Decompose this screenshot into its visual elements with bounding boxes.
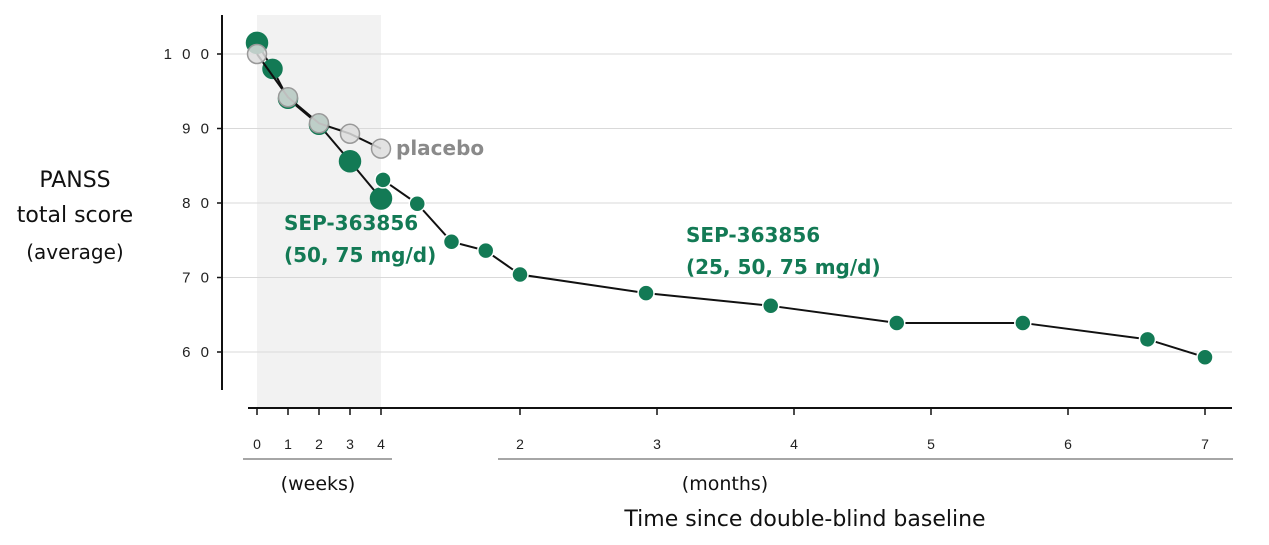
series-label-treatment-weeks-line-2: (50, 75 mg/d)	[284, 243, 436, 267]
data-point-treatment-weeks-4	[338, 150, 362, 173]
data-point-treatment-months-3	[477, 241, 495, 260]
y-tick-label-90: 9 0	[182, 121, 212, 138]
data-point-treatment-months-9	[1138, 330, 1157, 349]
data-point-placebo-2	[308, 113, 330, 134]
y-tick-label-70: 7 0	[182, 270, 212, 287]
data-point-treatment-months-6	[761, 297, 780, 315]
data-point-treatment-months-0	[374, 171, 392, 189]
data-point-treatment-weeks-1	[262, 58, 283, 80]
weeks-segment-label: (weeks)	[281, 473, 356, 495]
y-tick-label-100: 1 0 0	[164, 46, 212, 63]
series-label-treatment-months-line-1: SEP-363856	[686, 223, 820, 247]
data-point-treatment-months-8	[1014, 314, 1032, 332]
series-layer	[245, 31, 1214, 366]
y-axis-label-line-3: (average)	[26, 240, 124, 264]
data-point-treatment-months-4	[511, 265, 529, 284]
x-tick-label-months-6: 6	[1064, 436, 1072, 452]
y-tick-label-80: 8 0	[182, 195, 212, 212]
data-point-placebo-1	[277, 86, 299, 108]
data-point-treatment-months-7	[888, 314, 906, 332]
data-point-treatment-months-5	[637, 284, 655, 302]
data-point-placebo-0	[246, 43, 268, 65]
x-tick-label-months-4: 4	[790, 436, 798, 452]
series-label-treatment-weeks-line-1: SEP-363856	[284, 211, 418, 235]
axes: 1 0 0 9 0 8 0 7 0 6 0 0 1 2 3 4 (weeks) 2 3 4 5 6 7 (mont…	[164, 15, 1233, 532]
months-segment-label: (months)	[682, 473, 768, 495]
data-point-treatment-months-1	[408, 194, 426, 213]
data-point-treatment-months-10	[1196, 348, 1214, 366]
y-tick-label-60: 6 0	[182, 344, 212, 361]
gridlines	[222, 53, 1232, 353]
x-tick-label-weeks-3: 3	[346, 436, 354, 452]
x-tick-label-weeks-1: 1	[284, 436, 292, 452]
series-label-placebo: placebo	[396, 136, 484, 160]
annotation-layer: SEP-363856 (50, 75 mg/d) SEP-363856 (25, 50…	[284, 136, 881, 279]
x-tick-label-months-3: 3	[653, 436, 661, 452]
data-point-placebo-4	[370, 138, 392, 159]
data-point-treatment-weeks-5	[369, 187, 393, 210]
y-axis-label-line-1: PANSS	[39, 168, 111, 193]
x-tick-label-months-5: 5	[927, 436, 935, 452]
series-label-treatment-months-line-2: (25, 50, 75 mg/d)	[686, 255, 881, 279]
x-tick-label-months-7: 7	[1201, 436, 1209, 452]
x-tick-label-weeks-4: 4	[377, 436, 385, 452]
x-tick-label-weeks-2: 2	[315, 436, 323, 452]
x-axis-title: Time since double-blind baseline	[623, 507, 985, 532]
x-tick-label-weeks-0: 0	[253, 436, 261, 452]
y-axis-label-line-2: total score	[16, 203, 134, 228]
x-tick-label-months-2: 2	[516, 436, 524, 452]
data-point-treatment-months-2	[442, 232, 461, 251]
data-point-placebo-3	[339, 123, 361, 144]
